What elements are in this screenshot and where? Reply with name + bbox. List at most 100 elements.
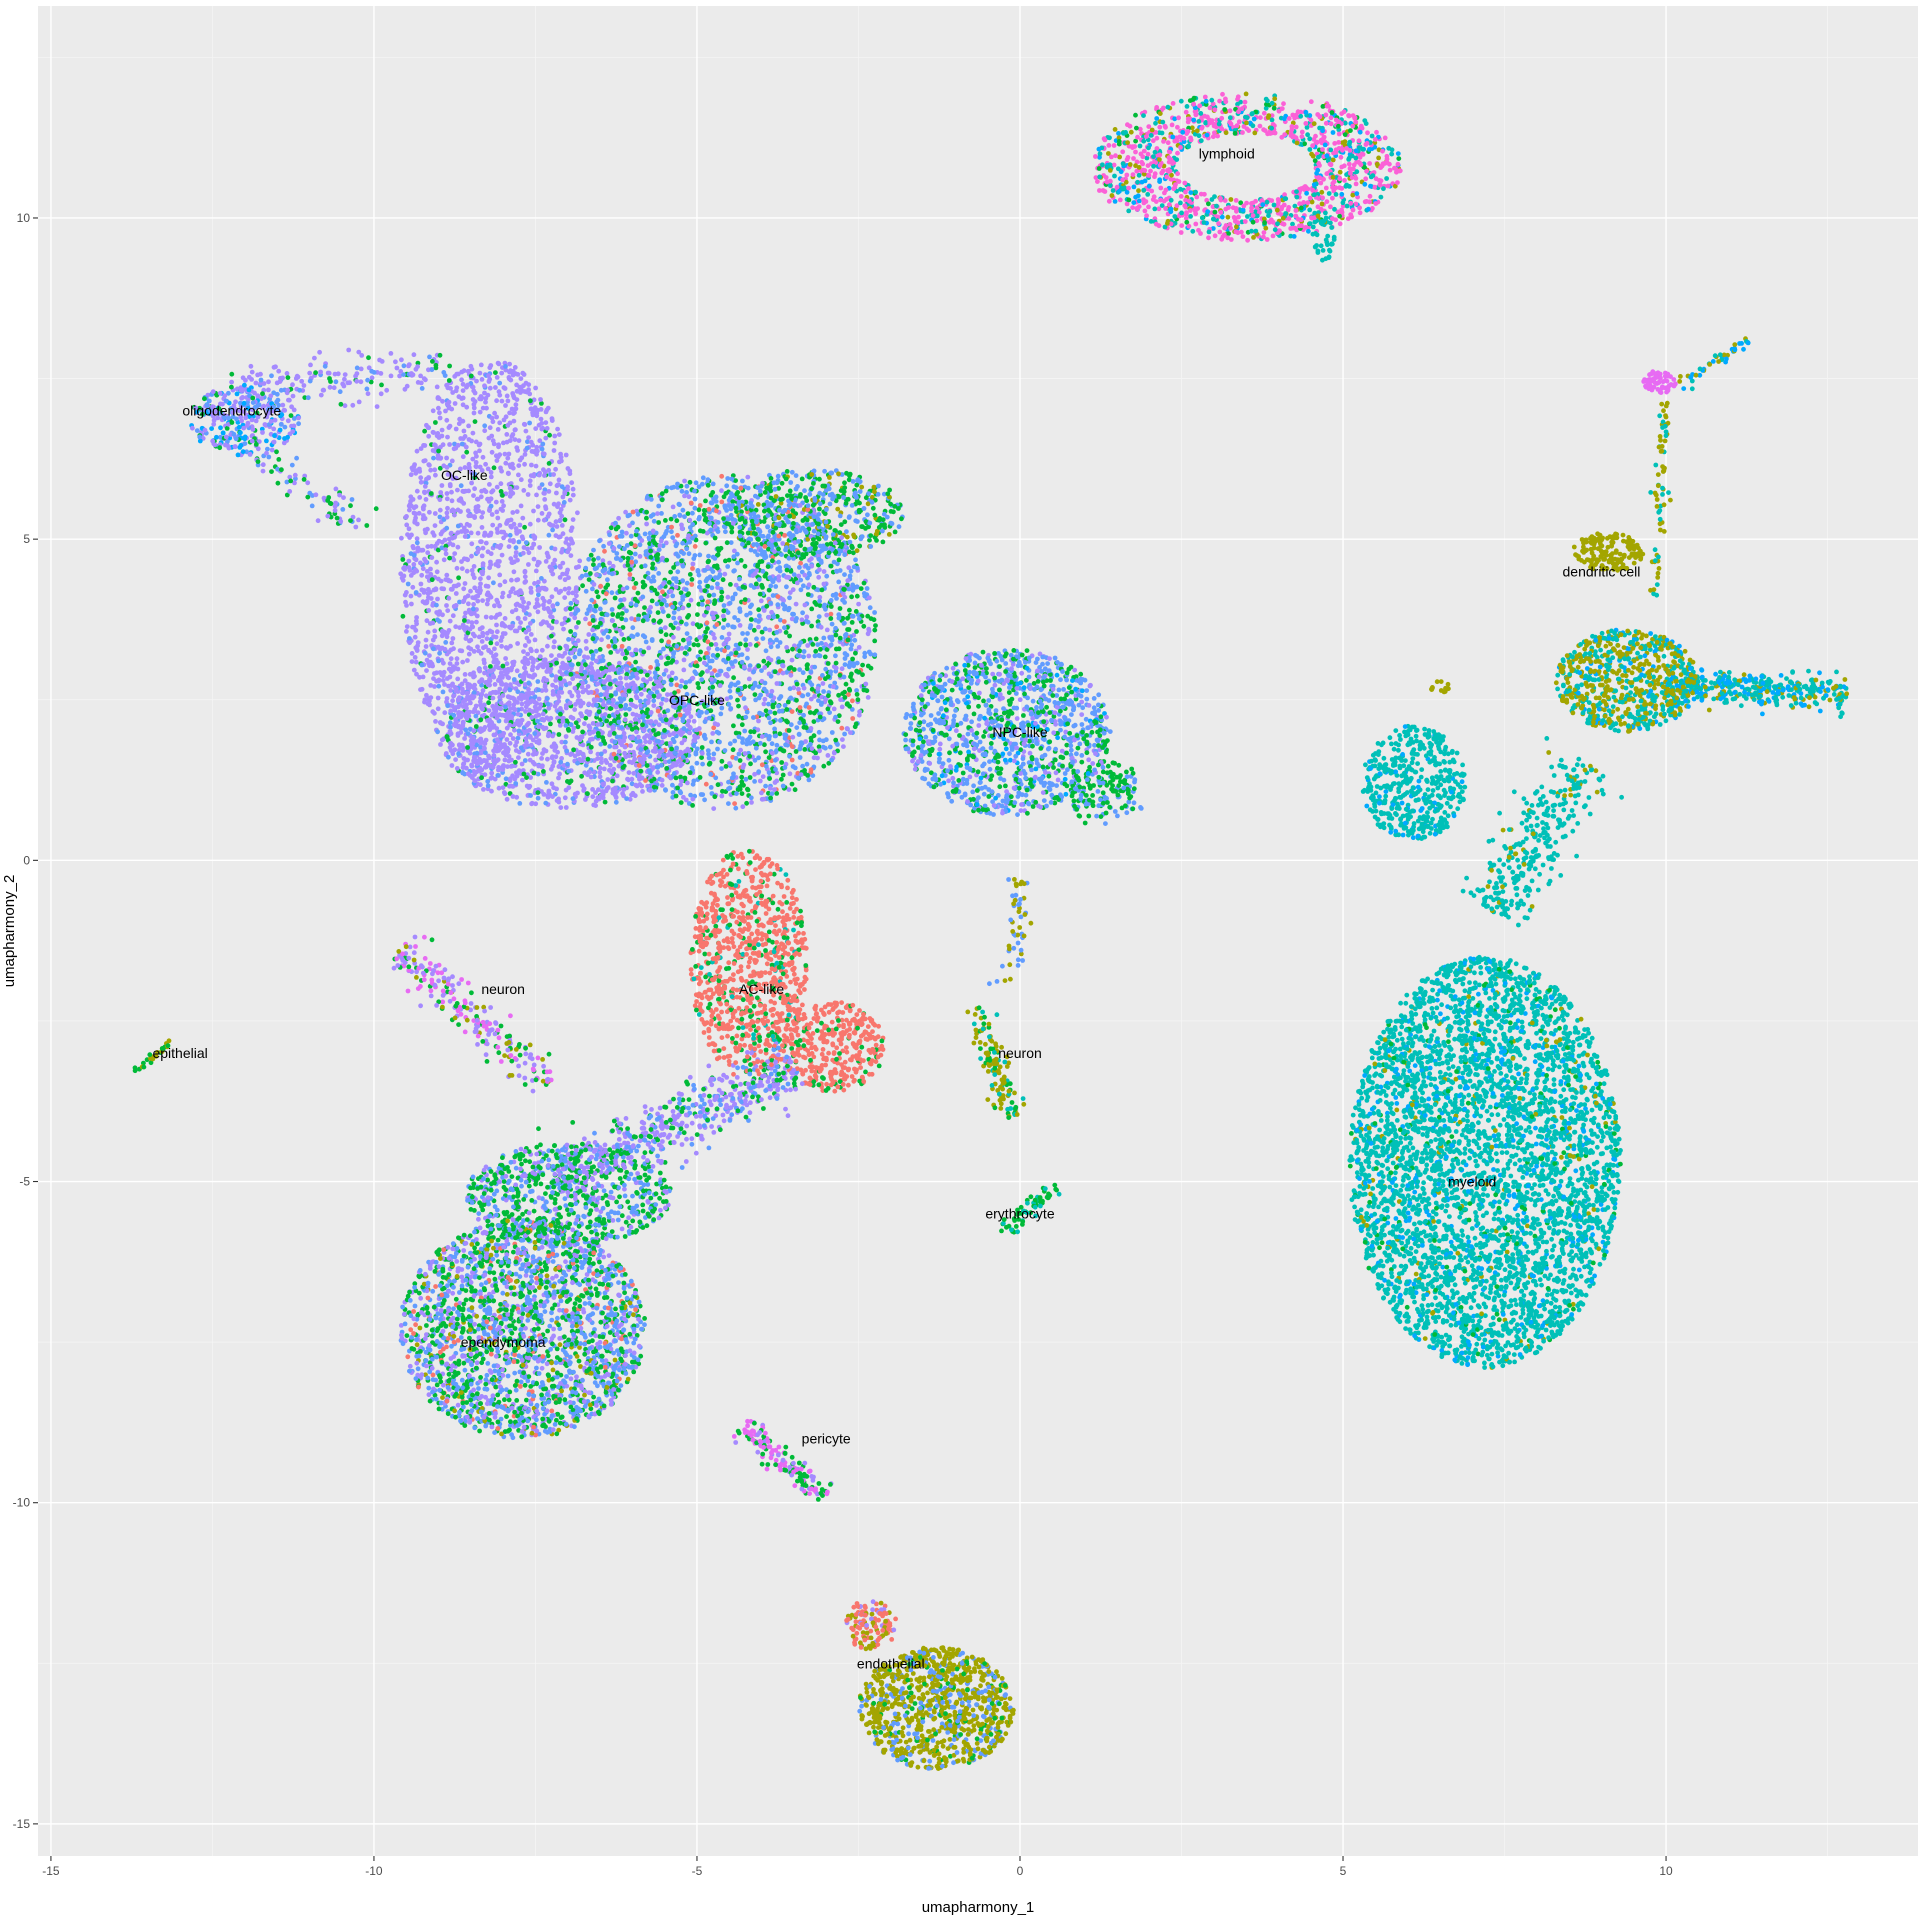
data-point [1433, 1014, 1439, 1020]
data-point [479, 639, 485, 644]
data-point [715, 746, 720, 752]
data-point [1548, 1030, 1554, 1036]
data-point [512, 727, 517, 733]
data-point [554, 1252, 560, 1258]
data-point [1178, 194, 1184, 199]
data-point [748, 761, 753, 767]
data-point [1599, 787, 1605, 793]
data-point [876, 1063, 882, 1069]
data-point [1008, 757, 1013, 763]
data-point [1575, 664, 1581, 670]
data-point [915, 1764, 921, 1770]
data-point [607, 560, 612, 566]
data-point [1130, 205, 1135, 211]
data-point [349, 497, 355, 502]
data-point [533, 463, 539, 469]
data-point [1545, 1292, 1550, 1298]
data-point [965, 731, 971, 737]
data-point [166, 1038, 172, 1044]
data-point [725, 564, 731, 569]
data-point [1320, 257, 1325, 263]
data-point [908, 721, 914, 726]
data-point [1112, 173, 1117, 179]
data-point [1424, 1162, 1430, 1168]
data-point [549, 653, 554, 658]
data-point [1490, 1315, 1496, 1321]
data-point [758, 1049, 764, 1054]
data-point [1112, 809, 1118, 814]
data-point [489, 449, 495, 455]
data-point [1006, 877, 1011, 882]
data-point [752, 692, 758, 697]
data-point [857, 489, 863, 494]
data-point [296, 421, 301, 427]
data-point [800, 693, 806, 699]
data-point [1551, 773, 1557, 778]
data-point [1589, 1035, 1595, 1041]
data-point [888, 509, 894, 514]
data-point [342, 403, 348, 409]
data-point [979, 1706, 984, 1712]
data-point [1188, 214, 1193, 219]
data-point [1521, 1293, 1527, 1298]
data-point [633, 659, 638, 665]
data-point [732, 568, 737, 573]
data-point [733, 1440, 739, 1445]
data-point [1458, 1210, 1464, 1216]
data-point [445, 434, 450, 440]
data-point [844, 1045, 849, 1050]
data-point [1517, 1157, 1523, 1163]
data-point [517, 522, 523, 528]
data-point [1002, 978, 1008, 983]
data-point [729, 529, 735, 535]
data-point [971, 1040, 977, 1046]
data-point [1013, 691, 1019, 696]
data-point [561, 626, 566, 632]
data-point [463, 1297, 469, 1303]
data-point [951, 1760, 956, 1766]
data-point [890, 1678, 896, 1684]
data-point [763, 911, 769, 916]
data-point [625, 1376, 631, 1382]
data-point [684, 631, 690, 636]
data-point [699, 751, 705, 756]
data-point [663, 632, 669, 638]
data-point [1365, 130, 1370, 136]
data-point [791, 927, 796, 933]
data-point [269, 469, 274, 474]
data-point [1444, 1203, 1450, 1209]
data-point [342, 376, 347, 382]
data-point [865, 613, 871, 619]
data-point [1570, 1039, 1576, 1045]
data-point [479, 525, 485, 530]
data-point [813, 648, 819, 654]
data-point [620, 791, 625, 796]
data-point [1584, 1096, 1590, 1102]
data-point [566, 586, 572, 591]
data-point [400, 557, 406, 562]
data-point [696, 948, 702, 954]
data-point [1596, 1085, 1601, 1091]
data-point [641, 1154, 646, 1160]
data-point [694, 999, 699, 1004]
data-point [725, 945, 731, 950]
data-point [683, 1159, 689, 1164]
data-point [478, 362, 484, 368]
data-point [842, 662, 848, 667]
data-point [1657, 521, 1663, 527]
data-point [434, 384, 440, 390]
data-point [305, 480, 311, 486]
data-point [1438, 688, 1444, 693]
data-point [780, 1085, 786, 1090]
data-point [617, 1176, 623, 1181]
data-point [1003, 746, 1009, 752]
data-point [1131, 800, 1137, 806]
data-point [1548, 1300, 1554, 1306]
data-point [627, 1300, 633, 1306]
data-point [1635, 650, 1640, 656]
data-point [476, 1386, 481, 1391]
data-point [525, 651, 531, 657]
data-point [623, 1219, 629, 1225]
data-point [1100, 790, 1106, 796]
data-point [637, 554, 643, 559]
